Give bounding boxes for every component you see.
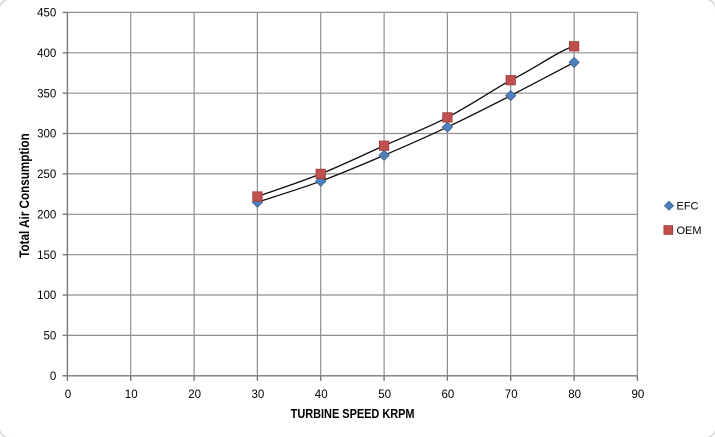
- svg-text:50: 50: [44, 331, 57, 343]
- svg-text:0: 0: [50, 371, 56, 383]
- svg-text:TURBINE SPEED KRPM: TURBINE SPEED KRPM: [291, 408, 415, 422]
- svg-text:100: 100: [37, 290, 56, 302]
- svg-text:40: 40: [315, 389, 328, 401]
- svg-text:20: 20: [188, 389, 201, 401]
- svg-text:50: 50: [378, 389, 391, 401]
- svg-text:90: 90: [632, 389, 645, 401]
- svg-text:450: 450: [37, 8, 56, 20]
- svg-text:30: 30: [252, 389, 265, 401]
- svg-text:60: 60: [442, 389, 455, 401]
- svg-text:400: 400: [37, 48, 56, 60]
- svg-text:OEM: OEM: [677, 225, 702, 237]
- svg-text:200: 200: [37, 209, 56, 221]
- svg-text:300: 300: [37, 129, 56, 141]
- svg-text:250: 250: [37, 169, 56, 181]
- svg-text:80: 80: [568, 389, 581, 401]
- svg-text:0: 0: [65, 389, 71, 401]
- svg-text:350: 350: [37, 88, 56, 100]
- svg-text:EFC: EFC: [677, 201, 699, 213]
- svg-text:Total Air Consumption: Total Air Consumption: [17, 133, 32, 257]
- svg-text:10: 10: [125, 389, 138, 401]
- svg-text:150: 150: [37, 250, 56, 262]
- svg-text:70: 70: [505, 389, 518, 401]
